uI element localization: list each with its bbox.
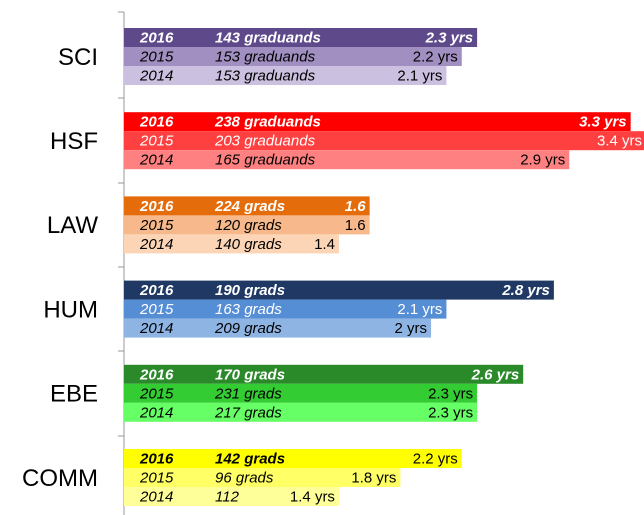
bar [124, 66, 447, 85]
bar [124, 131, 644, 151]
graduates-label: 165 graduands [215, 152, 316, 169]
graduates-label: 153 graduands [215, 48, 316, 65]
value-label: 2 yrs [395, 320, 428, 337]
year-label: 2014 [139, 320, 173, 337]
bar [124, 402, 478, 422]
year-label: 2016 [139, 198, 174, 215]
graduates-label: 170 grads [215, 366, 285, 383]
graduates-label: 153 graduands [215, 67, 316, 84]
graduates-label: 112 [215, 488, 240, 505]
category-label: COMM [22, 465, 98, 492]
value-label: 2.3 yrs [428, 404, 473, 421]
graduates-label: 190 grads [215, 282, 285, 299]
category-label: LAW [47, 212, 98, 239]
bar [124, 318, 432, 338]
graduates-label: 143 graduands [215, 29, 321, 46]
graduates-label: 203 graduands [214, 133, 316, 150]
year-label: 2014 [139, 67, 173, 84]
graduates-label: 231 grads [214, 385, 282, 402]
graduates-label: 209 grads [214, 320, 282, 337]
year-label: 2014 [139, 404, 173, 421]
year-label: 2016 [139, 114, 174, 131]
bar [124, 150, 570, 170]
year-label: 2015 [139, 217, 174, 234]
bar [124, 196, 370, 216]
graduates-label: 96 grads [215, 469, 274, 486]
value-label: 3.4 yrs [597, 133, 642, 150]
value-label: 1.8 yrs [351, 469, 396, 486]
bar [124, 28, 478, 47]
value-label: 1.6 [345, 217, 366, 234]
graduates-label: 142 grads [215, 450, 285, 467]
year-label: 2015 [139, 469, 174, 486]
value-label: 1.4 [314, 236, 335, 253]
graduates-label: 224 grads [214, 198, 285, 215]
value-label: 2.2 yrs [413, 450, 458, 467]
category-label: SCI [58, 44, 98, 71]
value-label: 1.4 yrs [290, 488, 335, 505]
year-label: 2016 [139, 29, 174, 46]
bar [124, 234, 339, 254]
value-label: 1.6 [345, 198, 367, 215]
category-label: HSF [50, 128, 98, 155]
year-label: 2016 [139, 366, 174, 383]
value-label: 2.3 yrs [425, 29, 474, 46]
year-label: 2014 [139, 152, 173, 169]
bar [124, 487, 339, 506]
value-label: 3.3 yrs [579, 114, 627, 131]
bar [124, 383, 478, 403]
value-label: 2.3 yrs [428, 385, 473, 402]
value-label: 2.6 yrs [471, 366, 520, 383]
bar [124, 215, 370, 235]
graduates-label: 163 grads [215, 301, 282, 318]
value-label: 2.8 yrs [501, 282, 550, 299]
year-label: 2016 [139, 450, 174, 467]
bar [124, 364, 524, 384]
graduates-label: 217 grads [214, 404, 282, 421]
bar [124, 468, 401, 487]
bar [124, 299, 447, 319]
year-label: 2016 [139, 282, 174, 299]
year-label: 2014 [139, 236, 173, 253]
graduates-label: 140 grads [215, 236, 282, 253]
value-label: 2.1 yrs [397, 67, 442, 84]
graduates-label: 238 graduands [214, 114, 321, 131]
year-label: 2015 [139, 385, 174, 402]
year-label: 2015 [139, 133, 174, 150]
category-label: HUM [43, 296, 98, 323]
bar [124, 112, 631, 132]
graduates-label: 120 grads [215, 217, 282, 234]
value-label: 2.1 yrs [397, 301, 442, 318]
year-label: 2015 [139, 48, 174, 65]
category-label: EBE [50, 381, 98, 408]
year-label: 2014 [139, 488, 173, 505]
bar [124, 280, 554, 300]
bar [124, 47, 462, 66]
bar [124, 449, 462, 468]
value-label: 2.9 yrs [520, 152, 565, 169]
year-label: 2015 [139, 301, 174, 318]
value-label: 2.2 yrs [413, 48, 458, 65]
